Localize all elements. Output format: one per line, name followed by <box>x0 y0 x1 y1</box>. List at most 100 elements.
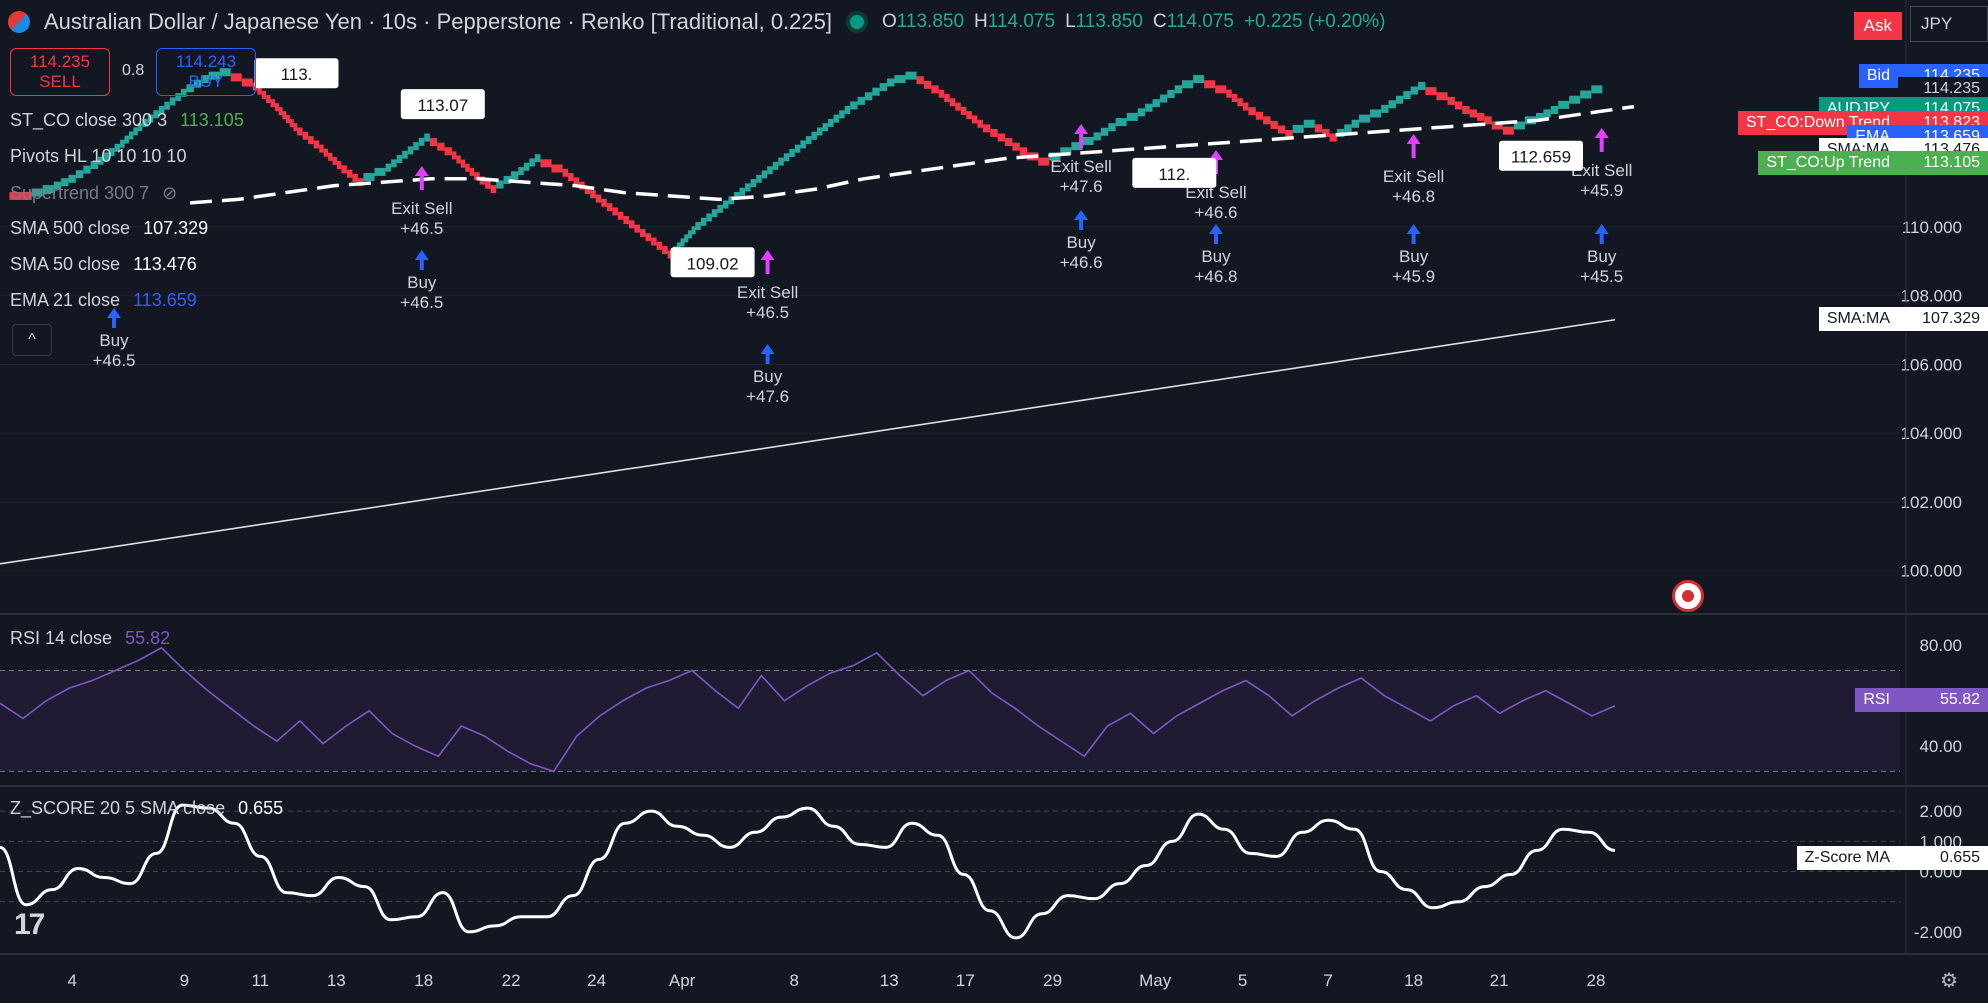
renko-brick <box>1108 123 1116 132</box>
renko-brick <box>1093 132 1101 141</box>
renko-brick <box>606 203 613 212</box>
renko-brick <box>1292 124 1304 133</box>
renko-brick <box>612 207 618 216</box>
renko-brick <box>308 136 314 145</box>
renko-brick <box>75 170 84 179</box>
time-tick-label: Apr <box>669 971 696 990</box>
time-tick-label: 22 <box>502 971 521 990</box>
renko-brick <box>437 142 445 151</box>
buy-label: BUY <box>188 72 224 91</box>
price-callout <box>400 89 485 120</box>
renko-brick <box>1381 104 1389 113</box>
price-tag: ST_CO:Up Trend 113.105 <box>1758 151 1988 176</box>
chart-header: Australian Dollar / Japanese Yen · 10s ·… <box>8 6 1385 38</box>
buy-button[interactable]: 114.243 BUY <box>156 48 256 96</box>
renko-brick <box>1145 103 1153 112</box>
renko-brick <box>429 138 438 147</box>
renko-brick <box>944 93 950 102</box>
renko-brick <box>1242 102 1249 111</box>
renko-brick <box>590 190 596 199</box>
buy-arrow-icon <box>1406 224 1421 244</box>
renko-brick <box>1060 147 1072 156</box>
price-tick-label: 100.000 <box>1901 562 1962 581</box>
renko-brick <box>1484 116 1492 125</box>
renko-brick <box>601 198 607 207</box>
legend-st-co-value: 113.105 <box>180 110 244 130</box>
renko-brick <box>1403 91 1411 100</box>
rsi-tick-label: 40.00 <box>1919 737 1962 756</box>
renko-brick <box>1071 142 1083 151</box>
exit-signal-label: Exit Sell <box>737 283 798 302</box>
renko-brick <box>1359 114 1371 123</box>
time-tick-label: 7 <box>1323 971 1332 990</box>
exit-arrow-icon <box>414 166 429 190</box>
renko-brick <box>894 75 906 84</box>
legend-ema21[interactable]: EMA 21 close 113.659 <box>10 290 197 310</box>
legend-pivots[interactable]: Pivots HL 10 10 10 10 <box>10 146 187 166</box>
renko-brick <box>1491 121 1503 130</box>
legend-sma500[interactable]: SMA 500 close 107.329 <box>10 218 209 238</box>
renko-brick <box>270 99 275 108</box>
renko-brick <box>923 80 932 89</box>
renko-brick <box>518 167 524 176</box>
buy-arrow-icon <box>760 344 775 364</box>
renko-brick <box>887 78 895 87</box>
top-right-controls: Ask JPY <box>1853 6 1988 42</box>
change-readout: +0.225 (+0.20%) <box>1243 11 1386 32</box>
exit-signal-value: +47.6 <box>1060 177 1103 196</box>
record-button[interactable] <box>1672 580 1704 612</box>
price-tag-value: 113.105 <box>1898 151 1988 176</box>
renko-brick <box>931 85 939 94</box>
legend-sma50[interactable]: SMA 50 close 113.476 <box>10 254 197 274</box>
buy-signal-label: Buy <box>1399 247 1429 266</box>
price-callout <box>254 58 339 89</box>
rsi-legend[interactable]: RSI 14 close 55.82 <box>10 628 171 648</box>
legend-st-co[interactable]: ST_CO close 300 3 113.105 <box>10 110 244 130</box>
renko-brick <box>341 165 347 174</box>
renko-brick <box>510 171 519 180</box>
sell-button[interactable]: 114.235 SELL <box>10 48 110 96</box>
renko-brick <box>1370 109 1382 118</box>
renko-brick <box>739 187 746 196</box>
renko-brick <box>460 159 466 168</box>
renko-brick <box>1012 142 1020 151</box>
renko-brick <box>534 154 541 163</box>
renko-brick <box>938 89 945 98</box>
exit-arrow-icon <box>760 250 775 274</box>
renko-brick <box>266 95 271 104</box>
exit-arrow-icon <box>1406 134 1421 158</box>
market-status-icon <box>845 11 868 33</box>
price-callout <box>1499 140 1583 171</box>
renko-brick <box>490 185 497 194</box>
renko-brick <box>336 161 342 170</box>
collapse-legend-button[interactable]: ^ <box>12 324 52 356</box>
buy-signal-label: Buy <box>1066 233 1096 252</box>
renko-brick <box>864 92 873 101</box>
symbol-title[interactable]: Australian Dollar / Japanese Yen · 10s ·… <box>44 9 832 34</box>
legend-supertrend[interactable]: Supertrend 300 7 ⊘ <box>10 183 178 203</box>
renko-brick <box>407 146 414 155</box>
zscore-legend[interactable]: Z_SCORE 20 5 SMA close 0.655 <box>10 798 284 818</box>
renko-brick <box>1344 124 1352 133</box>
renko-brick <box>114 143 121 152</box>
renko-brick <box>1237 98 1243 107</box>
renko-brick <box>201 75 209 84</box>
renko-brick <box>662 246 668 255</box>
renko-brick <box>1126 112 1138 121</box>
currency-select[interactable]: JPY <box>1910 6 1988 42</box>
rsi-legend-value: 55.82 <box>125 628 171 648</box>
renko-brick <box>1115 118 1127 127</box>
settings-gear-icon[interactable]: ⚙ <box>1940 970 1958 992</box>
time-tick-label: 21 <box>1490 971 1509 990</box>
renko-brick <box>905 71 917 80</box>
renko-brick <box>109 148 115 157</box>
renko-brick <box>706 213 712 222</box>
time-tick-label: 9 <box>180 971 189 990</box>
renko-brick <box>1462 106 1470 115</box>
price-callout-text: 109.02 <box>687 254 739 273</box>
renko-brick <box>960 106 967 115</box>
renko-brick <box>319 144 324 153</box>
zscore-line <box>0 803 1616 940</box>
renko-brick <box>469 167 475 176</box>
